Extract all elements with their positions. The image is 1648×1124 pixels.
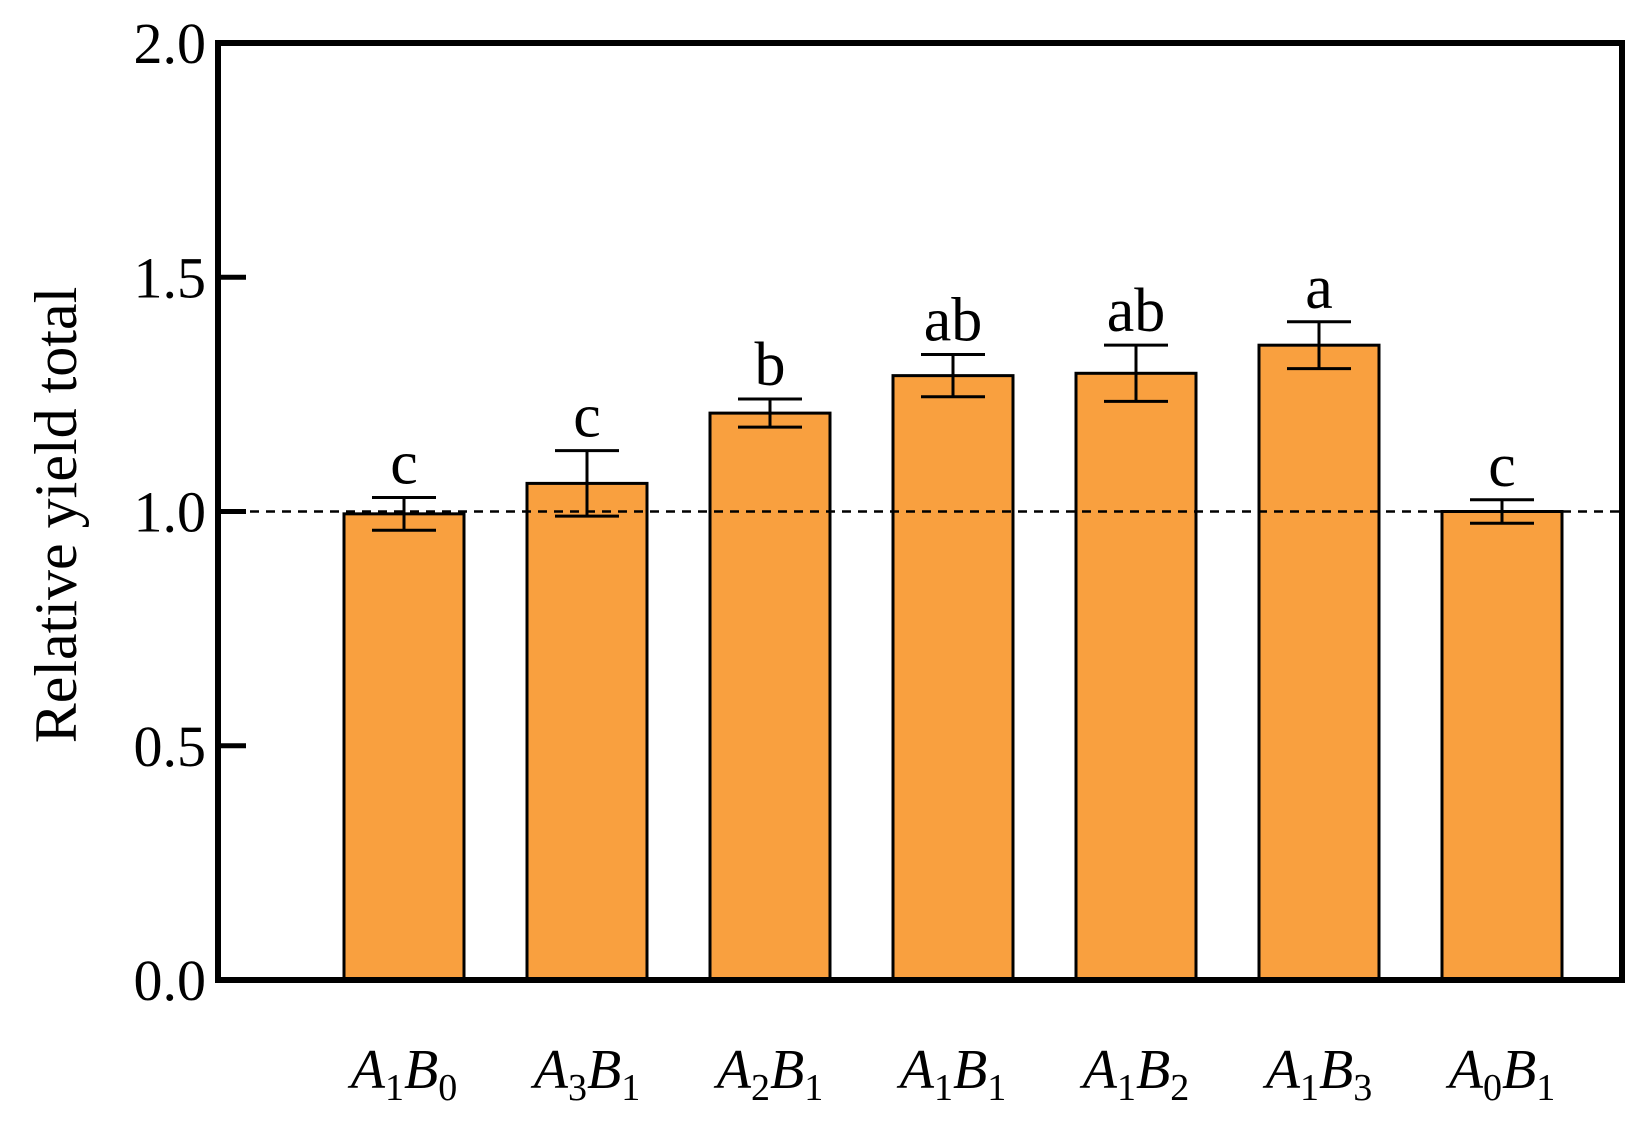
bar-4	[891, 374, 1015, 982]
significance-label-3: b	[755, 331, 786, 399]
plot-area: c c b ab ab a c 0.0 0.5 1.0 1.5 2.0 A1B0 A3B1 A2B1 A1B1…	[134, 11, 1625, 1109]
x-tick-label-6: A1B3	[1262, 1039, 1372, 1109]
bar-3	[708, 411, 832, 982]
x-tick-label-1: A1B0	[347, 1039, 457, 1109]
x-tick-label-2: A3B1	[530, 1039, 640, 1109]
y-tick-label-4: 1.5	[134, 245, 207, 310]
bar-7	[1440, 510, 1564, 982]
significance-label-5: ab	[1107, 277, 1166, 345]
significance-label-1: c	[390, 429, 418, 497]
x-tick-label-7: A0B1	[1445, 1039, 1555, 1109]
bar-2	[525, 481, 649, 982]
bar-1	[342, 512, 466, 982]
significance-label-7: c	[1488, 432, 1516, 500]
x-tick-label-3: A2B1	[713, 1039, 823, 1109]
y-tick-label-3: 1.0	[134, 480, 207, 545]
y-tick-label-1: 0.0	[134, 948, 207, 1013]
significance-label-6: a	[1305, 254, 1333, 322]
bar-5	[1074, 371, 1198, 982]
significance-label-4: ab	[924, 287, 983, 355]
y-tick-label-2: 0.5	[134, 714, 207, 779]
x-tick-label-4: A1B1	[896, 1039, 1006, 1109]
y-axis-title: Relative yield total	[23, 287, 89, 744]
significance-label-2: c	[573, 383, 601, 451]
y-tick-label-5: 2.0	[134, 11, 207, 76]
bar-6	[1257, 343, 1381, 982]
x-tick-label-5: A1B2	[1079, 1039, 1189, 1109]
